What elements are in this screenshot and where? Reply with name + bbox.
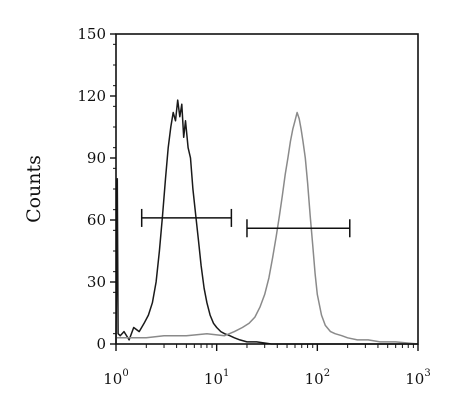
y-tick-label: 60 [87,211,106,229]
x-tick-label: 103 [405,368,430,388]
x-tick-label: 102 [305,368,330,388]
plot-content [115,99,419,345]
gate-marker-2 [246,219,351,238]
y-tick-label: 30 [87,273,106,291]
y-tick-label: 0 [96,335,106,353]
y-axis-ticks: 0 30 60 90 120 150 [77,25,116,353]
y-tick-label: 120 [77,87,106,105]
y-axis-title: Counts [23,155,45,223]
x-tick-label: 100 [103,368,128,388]
x-axis-ticks: 100 101 102 103 [103,344,431,388]
x-tick-label: 101 [204,368,229,388]
plot-frame [115,33,419,345]
y-tick-label: 90 [87,149,106,167]
gate-marker-1 [140,208,233,227]
histogram-series-1 [115,99,418,345]
histogram-series-2 [116,111,419,345]
y-tick-label: 150 [77,25,106,43]
